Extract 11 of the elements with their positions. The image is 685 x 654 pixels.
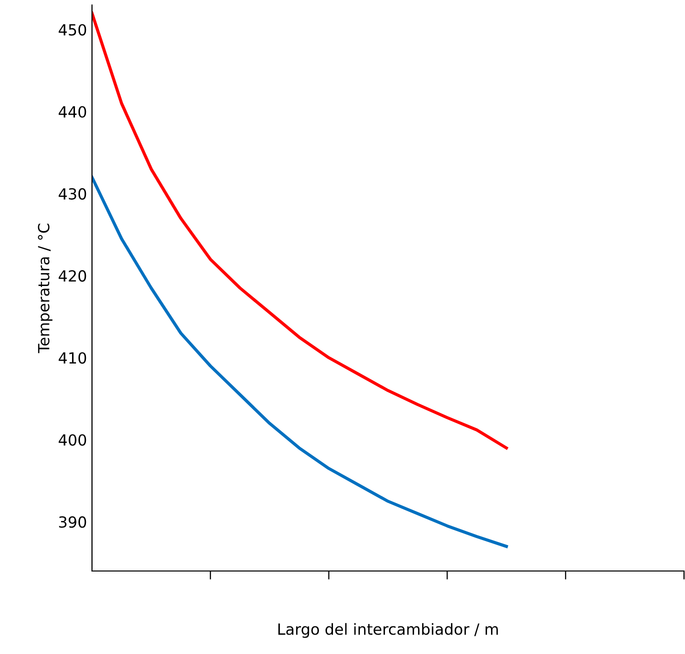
- y-tick-label: 450: [58, 24, 86, 36]
- y-tick-label: 400: [58, 434, 86, 446]
- y-tick-label: 430: [58, 188, 86, 200]
- line-series: [92, 12, 508, 450]
- y-axis-title: Temperatura / °C: [38, 224, 52, 354]
- y-tick-label: 420: [58, 270, 86, 282]
- y-tick-label: 440: [58, 106, 86, 118]
- y-tick-label: 410: [58, 352, 86, 364]
- y-tick-label: 390: [59, 516, 86, 528]
- line-series: [92, 176, 508, 548]
- x-axis-title: Largo del intercambiador / m: [278, 623, 498, 638]
